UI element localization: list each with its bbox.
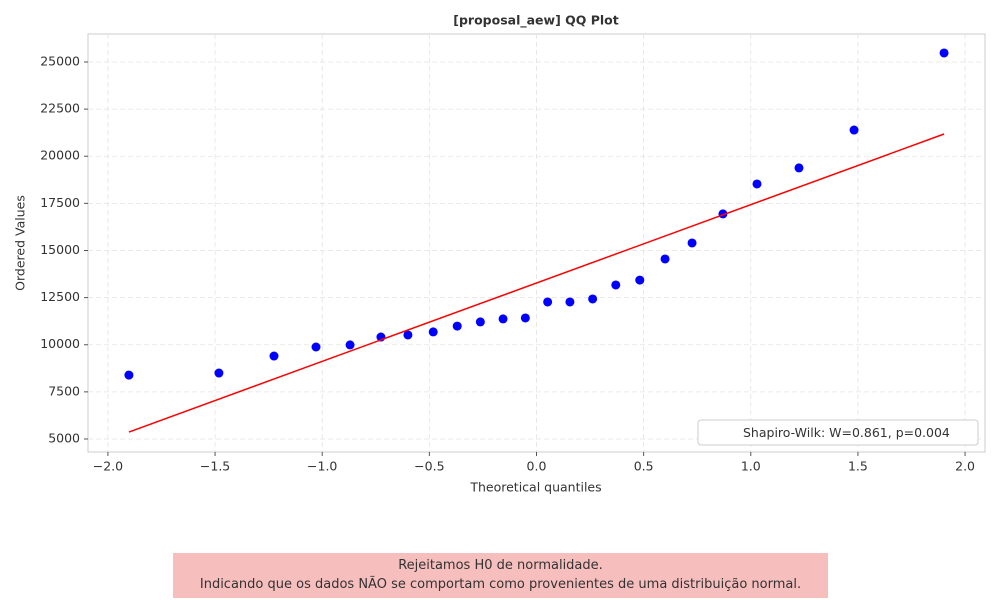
data-point [611, 280, 621, 290]
x-tick-label: −2.0 [93, 459, 123, 474]
data-point [214, 368, 224, 378]
x-tick-label: −0.5 [414, 459, 444, 474]
data-point [939, 48, 949, 58]
y-tick-label: 17500 [40, 195, 80, 210]
data-point [543, 297, 553, 307]
x-tick-label: 1.5 [848, 459, 868, 474]
data-point [588, 294, 598, 304]
data-point [498, 314, 508, 324]
y-tick-label: 15000 [40, 242, 80, 257]
x-tick-label: 2.0 [955, 459, 975, 474]
y-tick-label: 5000 [48, 430, 80, 445]
data-point [687, 238, 697, 248]
data-point [345, 340, 355, 350]
note-line: Indicando que os dados NÃO se comportam … [199, 577, 802, 592]
x-tick-label: 0.0 [527, 459, 547, 474]
x-tick-label: −1.5 [200, 459, 230, 474]
data-point [403, 330, 413, 340]
chart-title: [proposal_aew] QQ Plot [453, 13, 619, 29]
x-axis-label: Theoretical quantiles [469, 480, 601, 495]
y-tick-label: 22500 [40, 101, 80, 116]
data-point [269, 351, 279, 361]
y-tick-label: 20000 [40, 148, 80, 163]
x-tick-label: 1.0 [741, 459, 761, 474]
data-point [520, 313, 530, 323]
fit-line [128, 133, 945, 433]
y-tick-label: 12500 [40, 289, 80, 304]
note-box: Rejeitamos H0 de normalidade. Indicando … [173, 553, 828, 598]
data-point [428, 327, 438, 337]
x-tick-label: 0.5 [634, 459, 654, 474]
data-point [794, 163, 804, 173]
data-point [635, 275, 645, 285]
legend-box [697, 419, 979, 446]
data-point [124, 370, 134, 380]
y-tick-label: 7500 [48, 383, 80, 398]
data-point [752, 179, 762, 189]
data-point [311, 342, 321, 352]
legend-label: Shapiro-Wilk: W=0.861, p=0.004 [743, 425, 950, 440]
note-line: Rejeitamos H0 de normalidade. [398, 558, 603, 573]
data-point [849, 125, 859, 135]
chart: [proposal_aew] QQ Plot Theoretical quant… [13, 13, 986, 495]
data-point [565, 297, 575, 307]
data-point [475, 317, 485, 327]
y-axis-label: Ordered Values [13, 195, 28, 291]
data-point [660, 254, 670, 264]
data-point [452, 321, 462, 331]
y-tick-label: 10000 [40, 336, 80, 351]
x-tick-label: −1.0 [307, 459, 337, 474]
y-tick-label: 25000 [40, 53, 80, 68]
